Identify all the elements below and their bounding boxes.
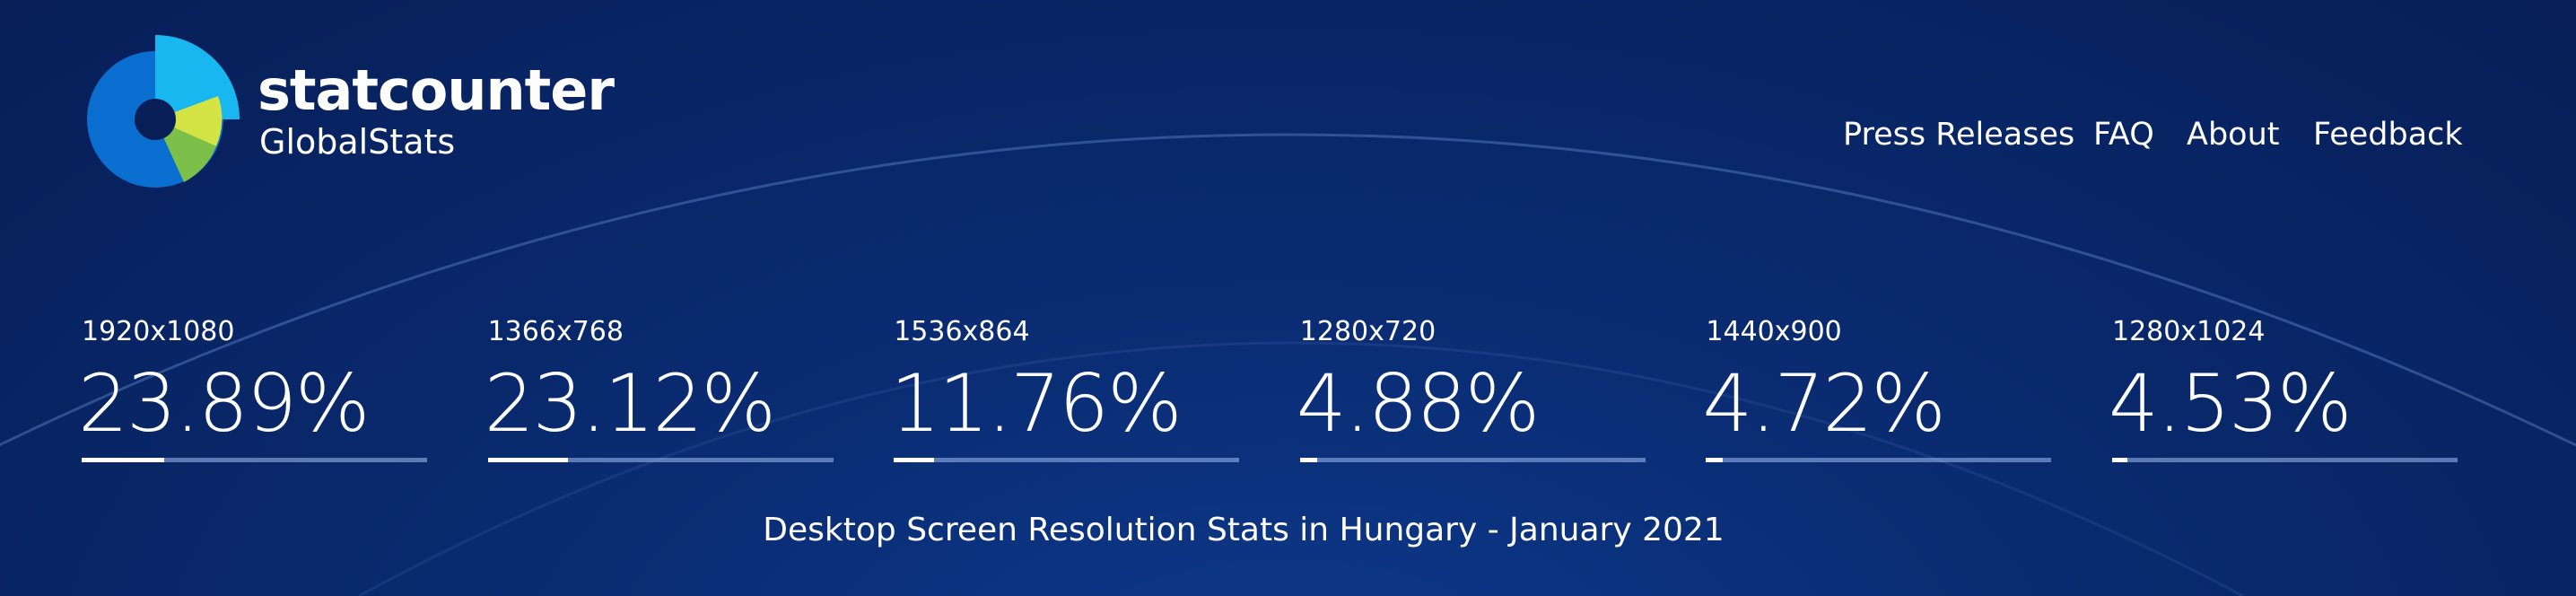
bar-fill: [894, 458, 935, 462]
stat-label: 1920x1080: [82, 316, 235, 347]
stat-label: 1280x720: [1299, 316, 1436, 347]
stat-label: 1536x864: [894, 316, 1030, 347]
nav-link[interactable]: FAQ: [2093, 117, 2154, 153]
bar-fill: [2112, 458, 2128, 462]
stat-value: 4.72%: [1702, 357, 1946, 450]
nav-link[interactable]: About: [2187, 117, 2280, 153]
nav-link[interactable]: Press Releases: [1843, 117, 2075, 153]
bar-track: [1299, 458, 1646, 462]
stat-label: 1366x768: [487, 316, 624, 347]
bar-track: [2112, 458, 2458, 462]
logo[interactable]: [85, 31, 247, 193]
bar-fill: [82, 458, 164, 462]
subbrand[interactable]: GlobalStats: [259, 122, 456, 162]
bar-track: [894, 458, 1240, 462]
stat-value: 23.12%: [484, 357, 777, 450]
bar-track: [82, 458, 427, 462]
caption: Desktop Screen Resolution Stats in Hunga…: [763, 512, 1725, 548]
bar-track: [487, 458, 834, 462]
nav-link[interactable]: Feedback: [2313, 117, 2463, 153]
bar-fill: [487, 458, 568, 462]
brand[interactable]: statcounter: [258, 57, 615, 123]
stat-value: 4.53%: [2109, 357, 2353, 450]
stat-value: 4.88%: [1296, 357, 1541, 450]
bar-fill: [1299, 458, 1317, 462]
stat-value: 23.89%: [78, 357, 371, 450]
bar-track: [1706, 458, 2052, 462]
stat-label: 1440x900: [1706, 316, 1842, 347]
bar-fill: [1706, 458, 1723, 462]
stat-label: 1280x1024: [2112, 316, 2266, 347]
stat-value: 11.76%: [890, 357, 1183, 450]
